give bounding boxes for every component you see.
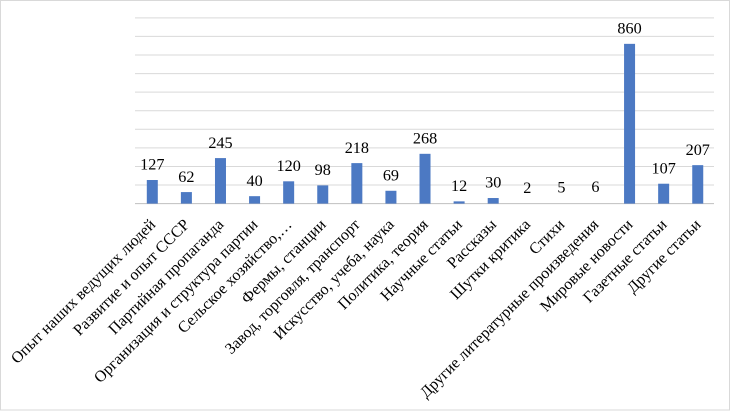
- svg-text:245: 245: [208, 134, 232, 152]
- svg-text:98: 98: [315, 161, 331, 179]
- svg-text:218: 218: [345, 139, 369, 157]
- svg-text:207: 207: [686, 141, 710, 159]
- svg-text:5: 5: [557, 178, 565, 196]
- svg-text:69: 69: [383, 166, 399, 184]
- svg-text:120: 120: [277, 157, 301, 175]
- svg-text:40: 40: [246, 172, 262, 190]
- svg-text:6: 6: [591, 178, 599, 196]
- svg-text:860: 860: [617, 20, 641, 38]
- svg-text:12: 12: [451, 177, 467, 195]
- svg-text:268: 268: [413, 130, 437, 148]
- svg-text:127: 127: [140, 156, 164, 174]
- svg-text:30: 30: [485, 174, 501, 192]
- svg-text:2: 2: [523, 179, 531, 197]
- svg-text:62: 62: [178, 168, 194, 186]
- svg-text:107: 107: [652, 159, 676, 177]
